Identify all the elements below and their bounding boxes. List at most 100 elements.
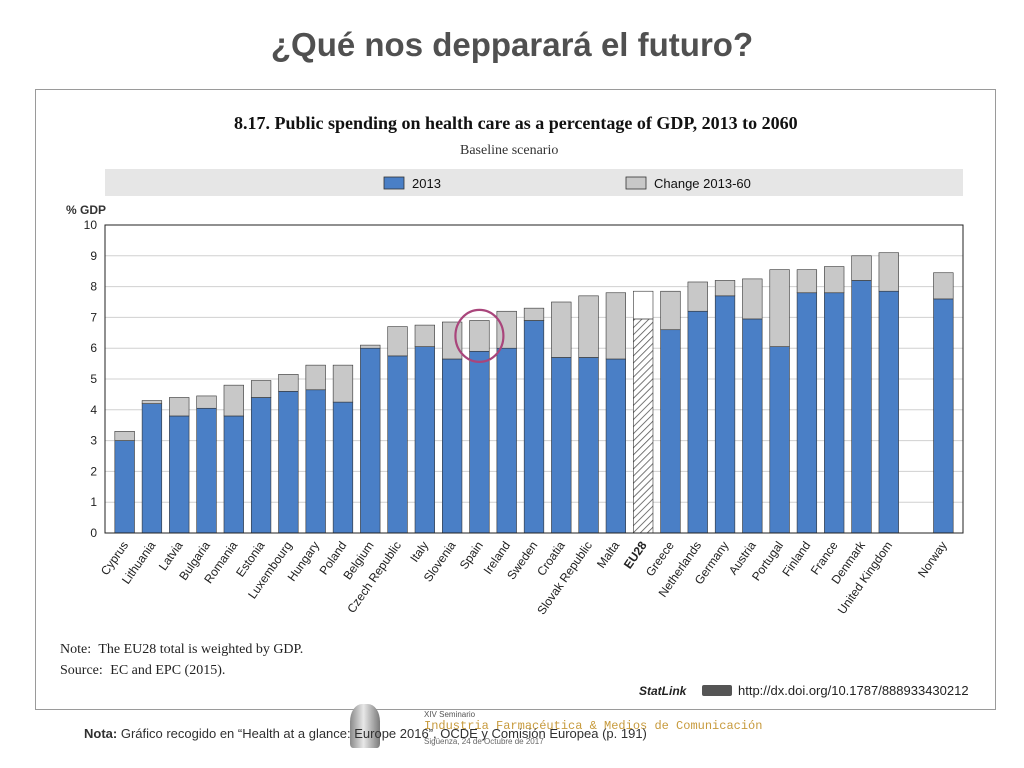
bar-change-norway <box>933 272 954 300</box>
bar-change-croatia <box>551 301 572 358</box>
bar-change-greece <box>660 290 681 331</box>
chart-subtitle: Baseline scenario <box>460 143 558 158</box>
bar-2013-poland <box>332 401 354 534</box>
x-tick-finland: Finland <box>779 539 813 579</box>
bar-change-bulgaria <box>196 395 217 409</box>
bar-2013-sweden <box>523 320 545 534</box>
bar-2013-finland <box>796 292 818 534</box>
bar-2013-hungary <box>305 389 326 534</box>
bar-change-germany <box>714 280 736 297</box>
source-text: EC and EPC (2015). <box>110 663 225 678</box>
logo-line-3: Sigüenza, 24 de Octubre de 2017 <box>424 737 544 746</box>
y-tick-6: 6 <box>90 341 97 355</box>
bar-2013-luxembourg <box>278 391 299 534</box>
bar-change-slovenia <box>442 321 463 360</box>
bar-change-denmark <box>851 255 872 281</box>
bar-change-slovak-republic <box>578 295 599 358</box>
legend-swatch-change <box>625 176 647 190</box>
bar-2013-lithuania <box>141 403 163 534</box>
logo-line-1: XIV Seminario <box>424 710 476 719</box>
bar-2013-austria <box>742 318 763 534</box>
bar-change-estonia <box>250 380 272 398</box>
y-tick-7: 7 <box>90 310 97 324</box>
x-tick-norway: Norway <box>915 539 950 580</box>
chart-title: 8.17. Public spending on health care as … <box>234 113 798 133</box>
bar-change-italy <box>414 324 435 347</box>
bar-change-luxembourg <box>278 374 299 392</box>
bar-2013-germany <box>714 295 736 534</box>
plot-area-border <box>104 224 964 534</box>
y-tick-5: 5 <box>90 372 97 386</box>
y-axis-ticks: 0 1 2 3 4 5 6 7 8 9 10 <box>84 218 98 540</box>
bar-change-united-kingdom <box>878 252 899 292</box>
bar-2013-croatia <box>551 357 572 534</box>
y-tick-0: 0 <box>90 526 97 540</box>
bar-2013-latvia <box>169 415 190 534</box>
statlink-url[interactable]: http://dx.doi.org/10.1787/888933430212 <box>738 683 969 698</box>
legend-swatch-2013 <box>383 176 405 190</box>
bar-2013-czech-republic <box>387 355 408 534</box>
highlight-circle-layer <box>454 308 505 363</box>
bar-2013-netherlands <box>687 310 708 534</box>
legend-label-2013: 2013 <box>412 176 441 191</box>
y-tick-4: 4 <box>90 403 97 417</box>
bar-2013-greece <box>660 329 681 534</box>
bar-change-finland <box>796 269 818 294</box>
source-label: Source: <box>60 663 103 678</box>
y-tick-1: 1 <box>90 495 97 509</box>
bar-2013-bulgaria <box>196 407 217 534</box>
bar-change-austria <box>742 278 763 320</box>
bar-change-hungary <box>305 364 326 391</box>
bar-2013-eu28 <box>633 318 654 534</box>
bar-change-malta <box>605 292 626 360</box>
bar-change-france <box>824 266 845 294</box>
y-tick-9: 9 <box>90 249 97 263</box>
slide-title: ¿Qué nos depparará el futuro? <box>270 26 754 63</box>
x-tick-italy: Italy <box>407 539 431 565</box>
statlink-icon <box>702 685 732 696</box>
y-tick-3: 3 <box>90 434 97 448</box>
x-tick-malta: Malta <box>594 538 622 570</box>
bar-change-belgium <box>360 344 381 349</box>
statlink-label: StatLink <box>639 684 688 698</box>
logo-line-2: Industria Farmacéutica & Medios de Comun… <box>424 719 763 733</box>
bar-change-eu28 <box>633 290 654 320</box>
bar-change-ireland <box>496 310 517 349</box>
x-axis-ticks: CyprusLithuaniaLatviaBulgariaRomaniaEsto… <box>98 538 950 617</box>
chart-figure: 8.17. Public spending on health care as … <box>35 89 996 710</box>
legend-label-change: Change 2013-60 <box>654 176 751 191</box>
bars <box>114 252 954 534</box>
bar-2013-ireland <box>496 347 517 534</box>
note-text: The EU28 total is weighted by GDP. <box>98 642 303 657</box>
bar-2013-france <box>824 292 845 534</box>
y-tick-10: 10 <box>84 218 98 232</box>
bar-change-poland <box>332 364 354 403</box>
seminar-logo: XIV Seminario Industria Farmacéutica & M… <box>350 700 770 752</box>
bar-change-portugal <box>769 269 790 347</box>
footer-label: Nota: <box>84 726 118 741</box>
bar-change-spain <box>469 320 490 352</box>
bar-2013-cyprus <box>114 440 135 534</box>
bar-change-czech-republic <box>387 326 408 357</box>
bar-2013-malta <box>605 358 626 534</box>
bar-2013-romania <box>223 415 244 534</box>
bar-change-cyprus <box>114 431 135 441</box>
footer-note: Nota: Gráfico recogido en “Health at a g… <box>84 726 647 741</box>
bottle-icon <box>350 704 380 748</box>
bar-2013-united-kingdom <box>878 290 899 534</box>
bar-2013-italy <box>414 346 435 534</box>
bar-2013-slovak-republic <box>578 357 599 534</box>
bar-2013-portugal <box>769 346 790 534</box>
chart-note: Note: The EU28 total is weighted by GDP. <box>60 642 303 657</box>
note-label: Note: <box>60 642 91 657</box>
footer-text: Gráfico recogido en “Health at a glance:… <box>117 726 647 741</box>
bar-change-latvia <box>169 397 190 417</box>
legend-band <box>105 169 963 196</box>
bar-change-sweden <box>523 307 545 321</box>
bar-change-romania <box>223 384 244 417</box>
bar-2013-slovenia <box>442 358 463 534</box>
bar-2013-estonia <box>250 397 272 534</box>
bar-2013-belgium <box>360 347 381 534</box>
bar-2013-norway <box>933 298 954 534</box>
y-tick-8: 8 <box>90 280 97 294</box>
